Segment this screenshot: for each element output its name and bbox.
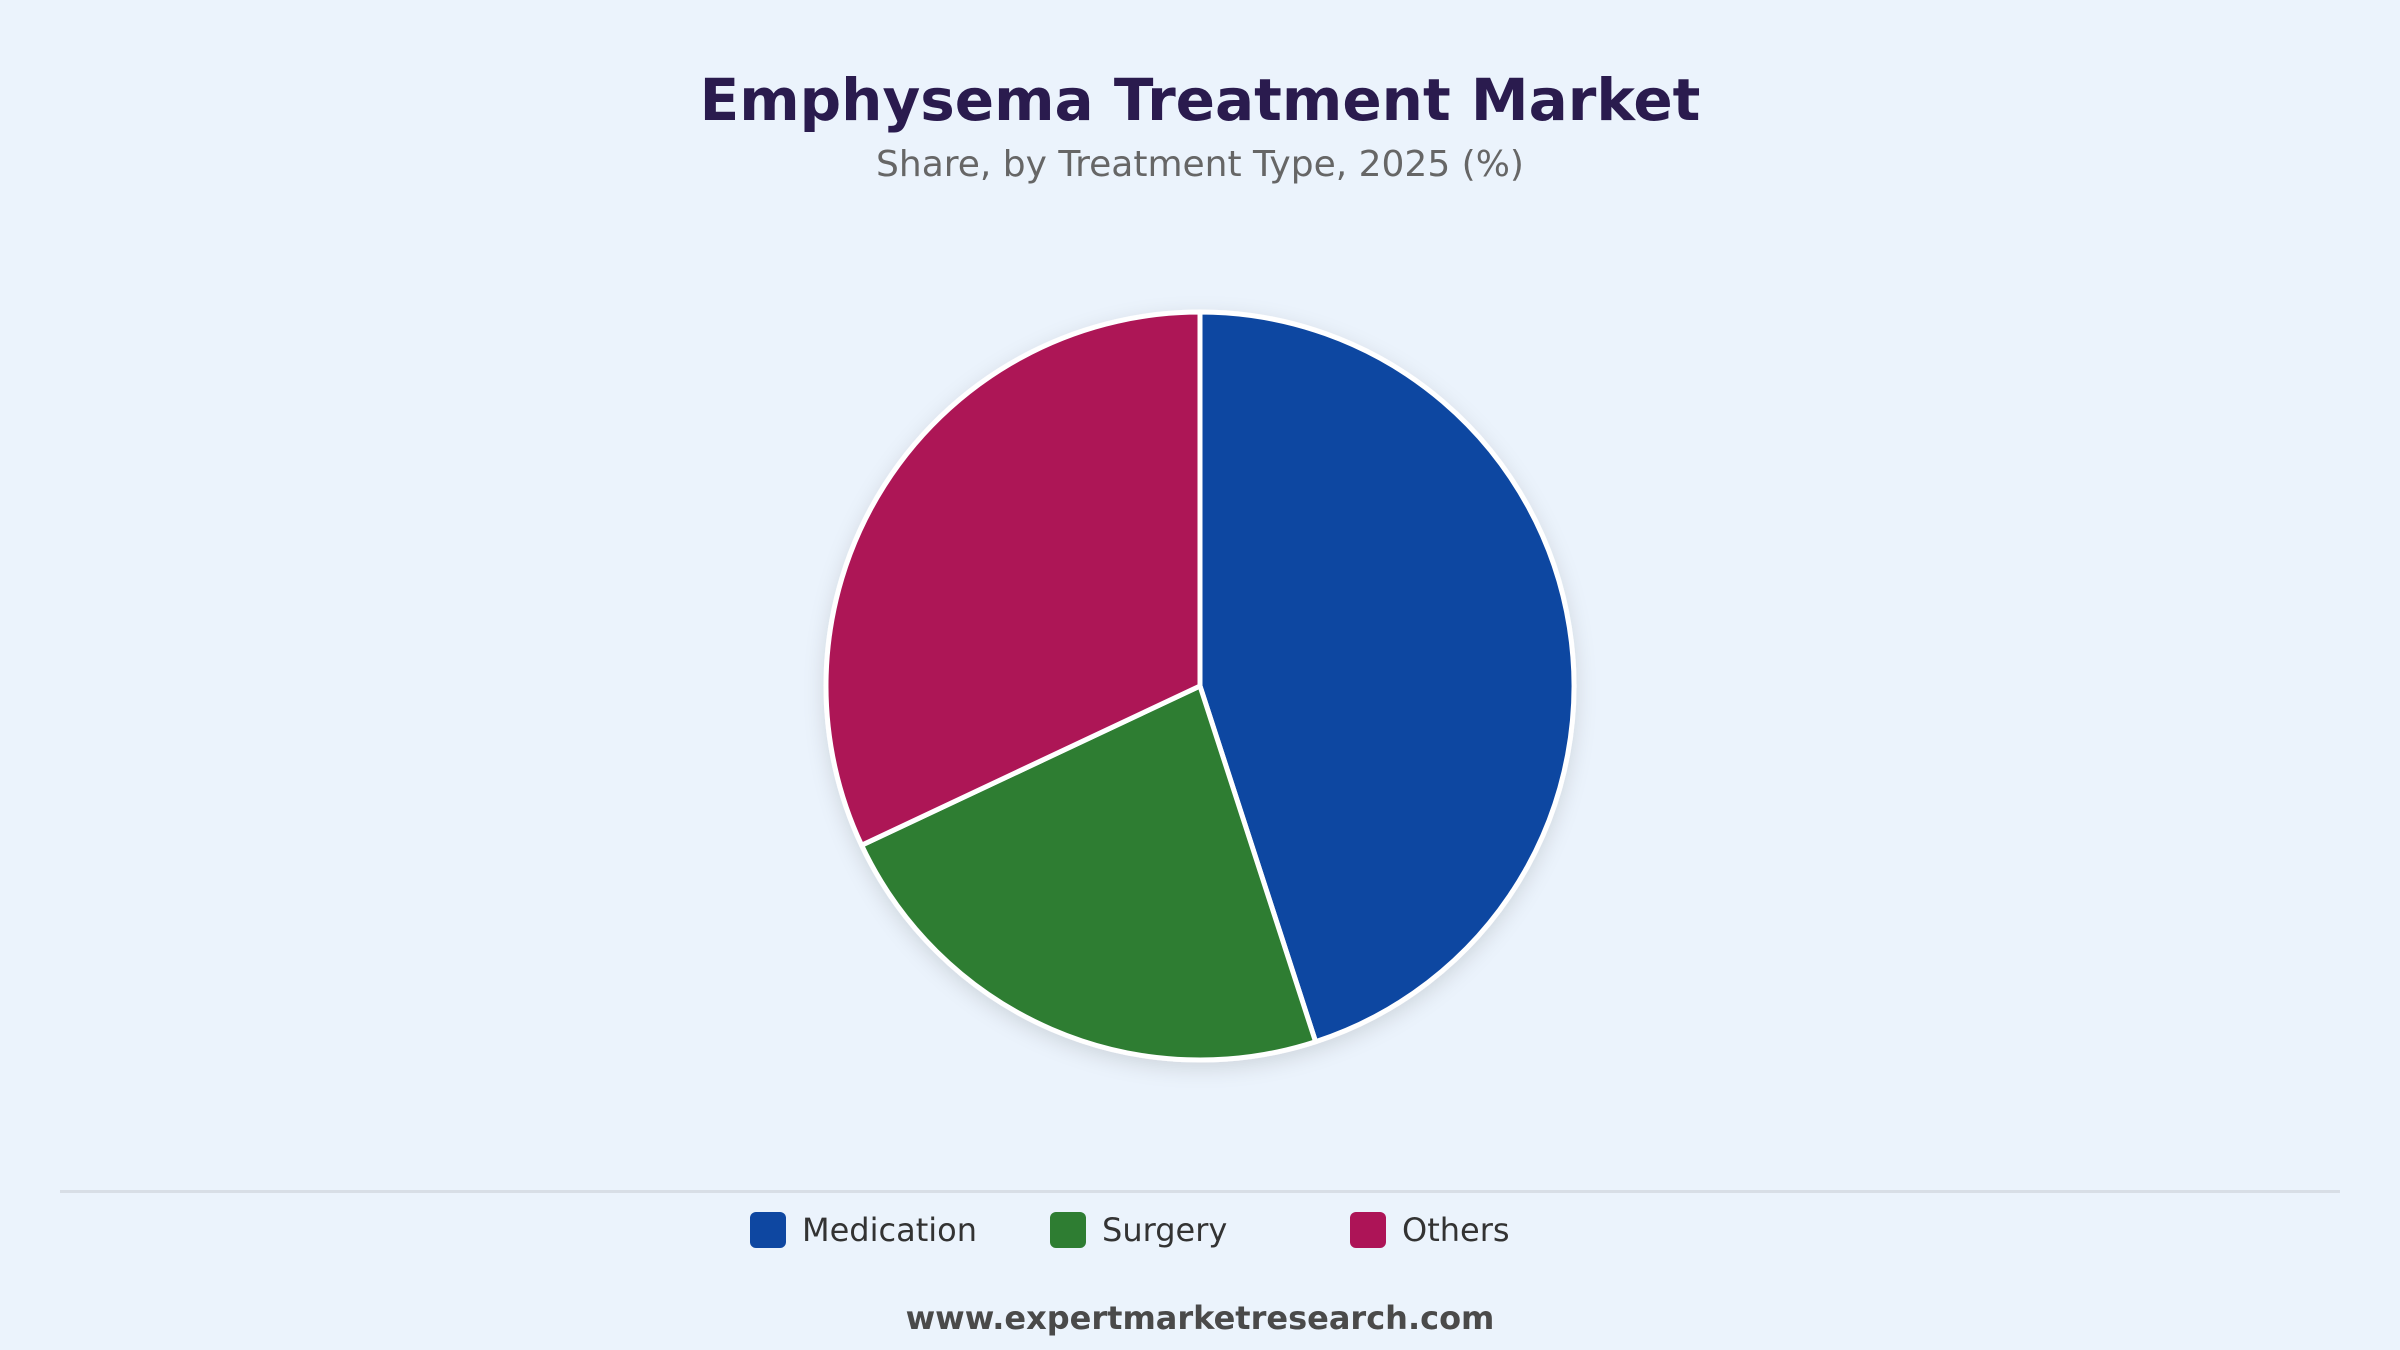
chart-title: Emphysema Treatment Market [699, 66, 1701, 134]
legend-swatch-medication [750, 1212, 786, 1248]
legend-swatch-others [1350, 1212, 1386, 1248]
pie-slice-medication[interactable] [1197, 309, 1577, 1045]
pie-chart [823, 309, 1577, 1063]
legend-label-others: Others [1402, 1211, 1510, 1249]
pie-slice-surgery[interactable] [859, 683, 1319, 1063]
legend-swatch-surgery [1050, 1212, 1086, 1248]
chart-subtitle: Share, by Treatment Type, 2025 (%) [876, 144, 1524, 185]
pie-slice-others[interactable] [823, 309, 1203, 848]
legend: Medication Surgery Others [0, 1208, 2400, 1252]
legend-divider [60, 1190, 2340, 1193]
legend-label-surgery: Surgery [1102, 1211, 1228, 1249]
legend-label-medication: Medication [802, 1211, 977, 1249]
source-url[interactable]: www.expertmarketresearch.com [905, 1299, 1495, 1337]
